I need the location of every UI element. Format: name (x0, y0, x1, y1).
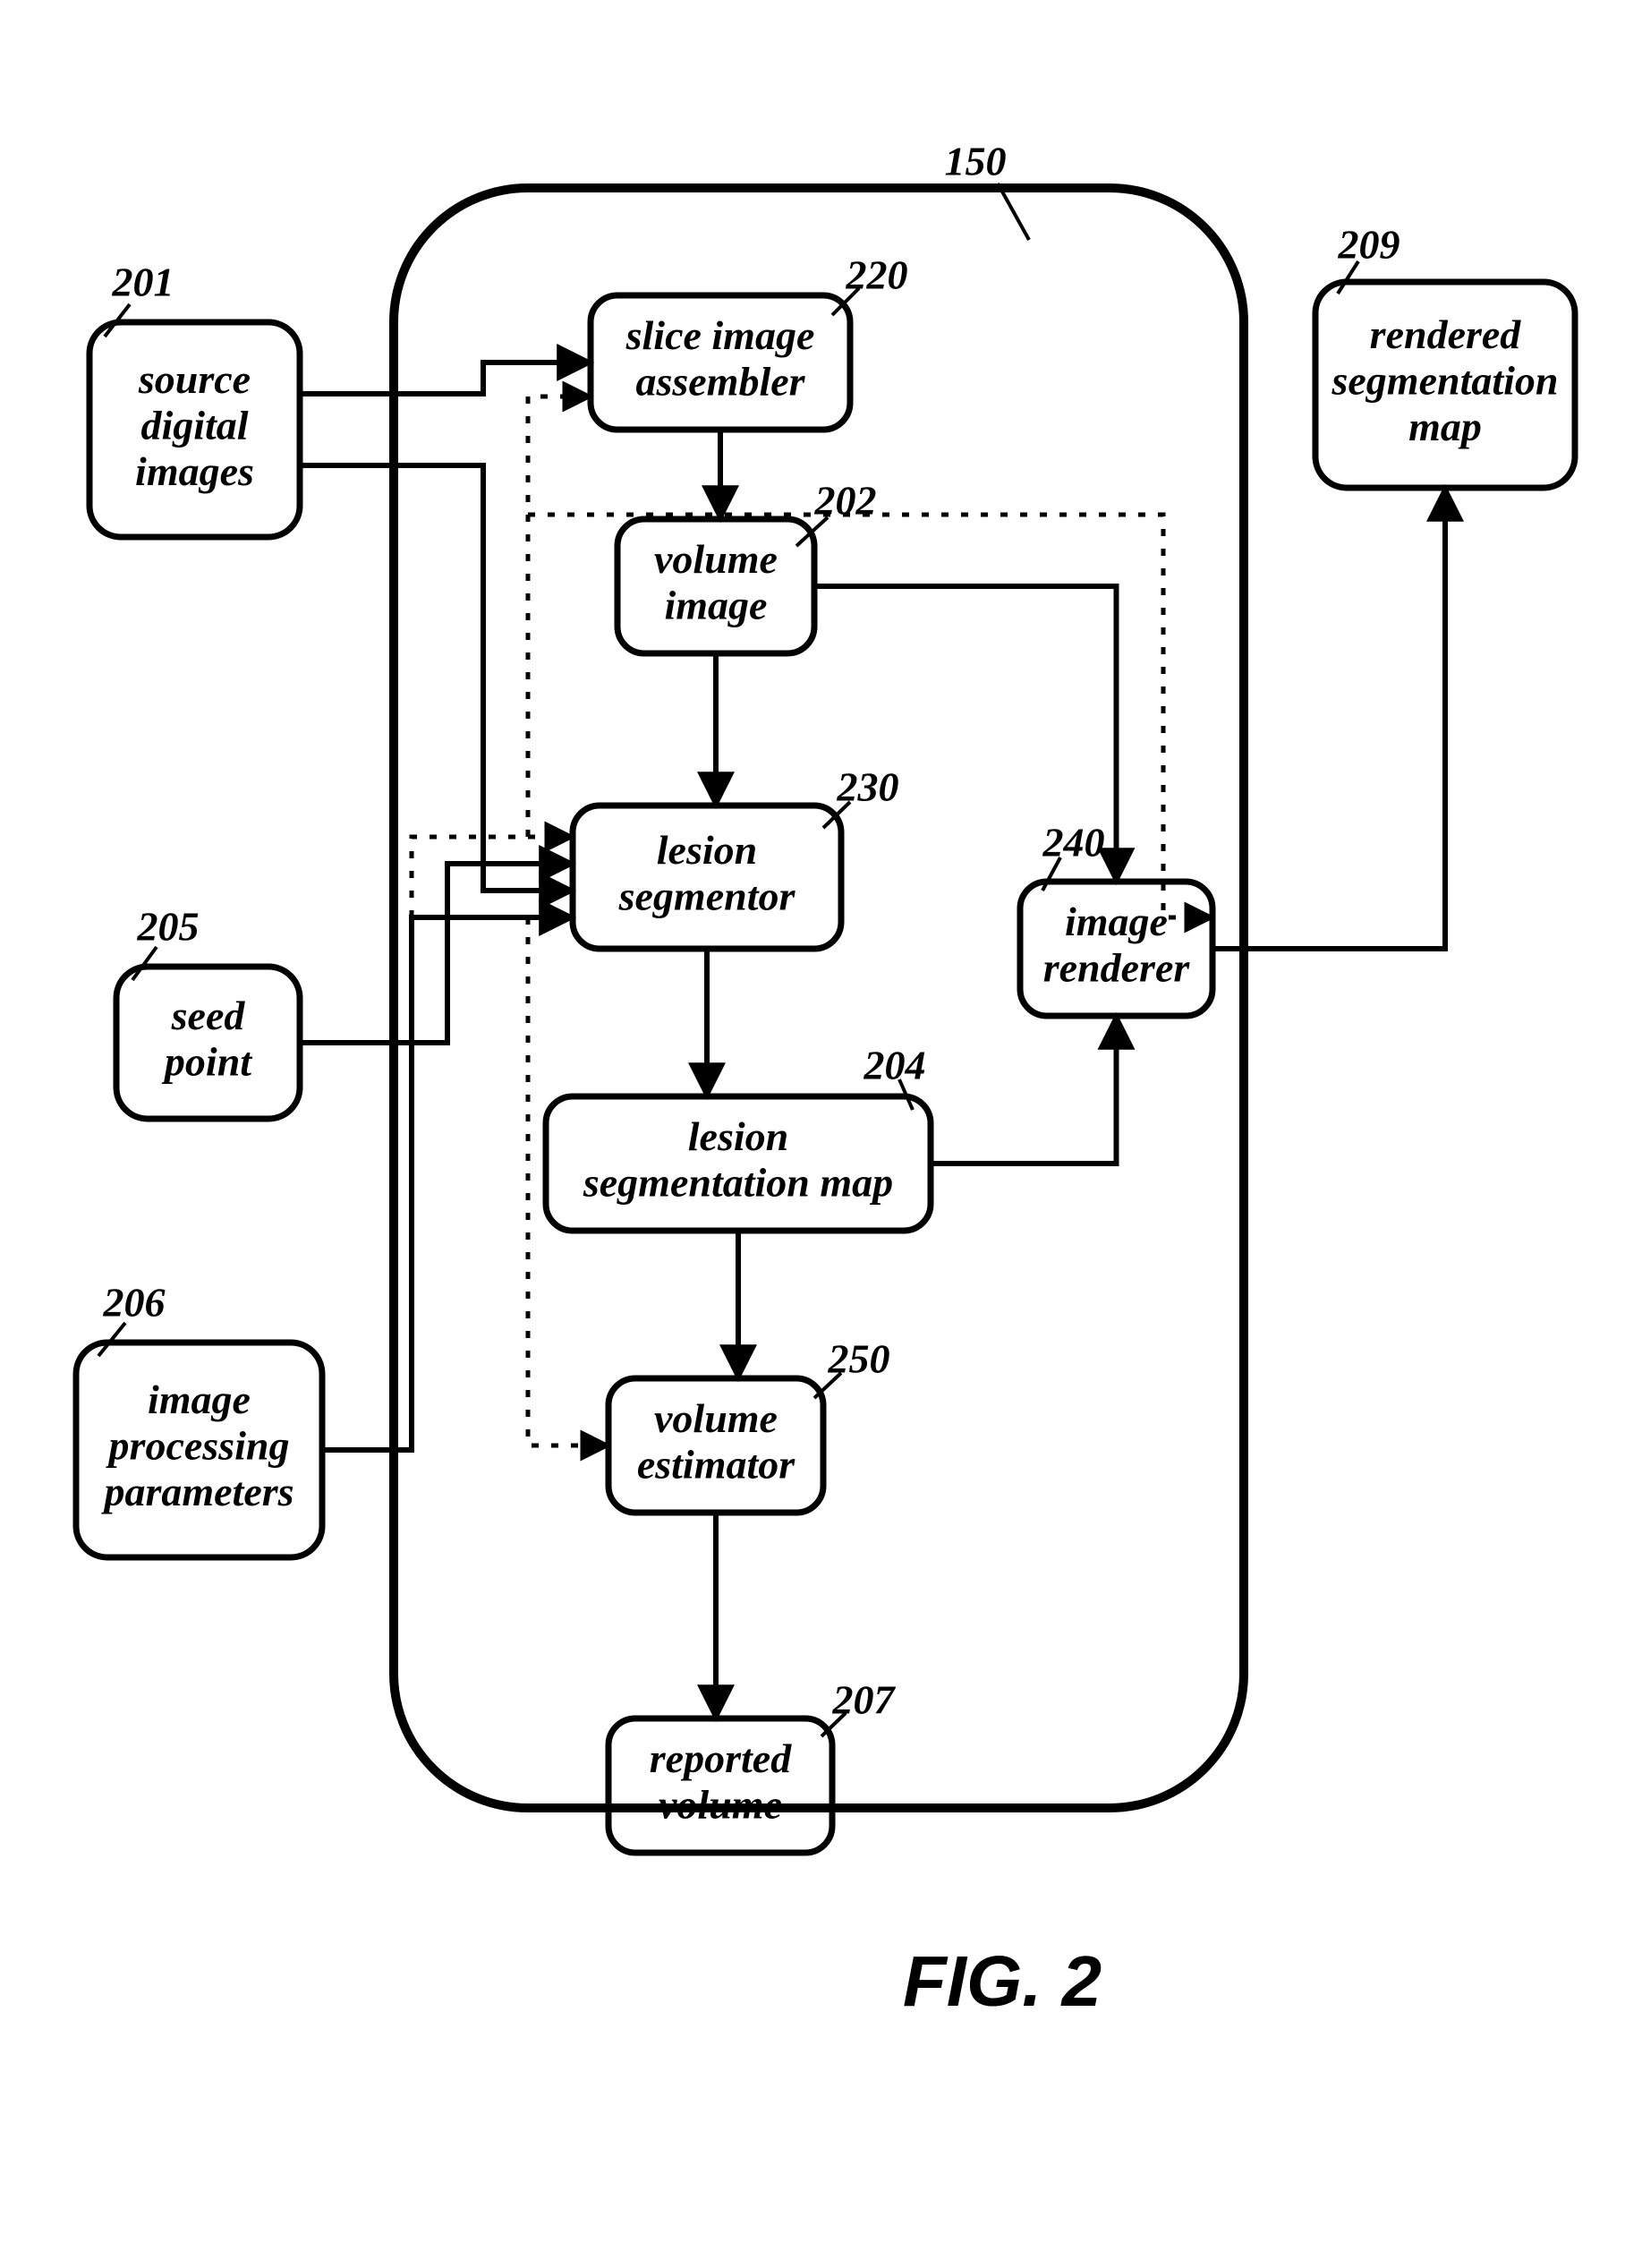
rendmap-label: segmentation (1331, 358, 1558, 404)
source-label: images (135, 448, 254, 494)
source-label: source (138, 356, 251, 402)
renderer-label: image (1065, 899, 1168, 944)
figure-label: FIG. 2 (903, 1941, 1102, 2021)
renderer-ref: 240 (1042, 820, 1105, 865)
volimg-label: image (665, 582, 768, 627)
repvol-label: volume (659, 1781, 782, 1827)
volimg-label: volume (654, 536, 778, 582)
volest-label: estimator (637, 1441, 795, 1487)
lesion-label: lesion (657, 827, 757, 873)
volest-label: volume (654, 1395, 778, 1441)
seed-ref: 205 (137, 904, 200, 950)
renderer-label: renderer (1043, 944, 1191, 990)
repvol-label: reported (650, 1735, 792, 1781)
rendmap-label: map (1408, 404, 1482, 449)
segmap-label: lesion (688, 1113, 788, 1159)
lesion-ref: 230 (837, 764, 899, 810)
rendmap-label: rendered (1370, 311, 1522, 357)
segmap-ref: 204 (864, 1043, 926, 1088)
rendmap-ref: 209 (1338, 222, 1400, 268)
params-label: processing (106, 1423, 290, 1469)
lesion-label: segmentor (618, 873, 796, 918)
params-label: image (148, 1377, 251, 1422)
seed-label: seed (171, 993, 246, 1038)
source-label: digital (140, 403, 248, 448)
source-ref: 201 (112, 260, 174, 305)
volest-ref: 250 (828, 1336, 890, 1382)
container-ref: 150 (945, 139, 1007, 184)
params-label: parameters (100, 1469, 294, 1514)
flowchart-diagram: 150 sourcedigitalimages 201 seedpoint 205 ima… (0, 0, 1625, 2268)
slice-label: assembler (635, 358, 805, 404)
slice-label: slice image (625, 312, 815, 358)
params-ref: 206 (103, 1280, 166, 1326)
segmap-label: segmentation map (583, 1159, 893, 1205)
seed-label: point (161, 1038, 252, 1084)
